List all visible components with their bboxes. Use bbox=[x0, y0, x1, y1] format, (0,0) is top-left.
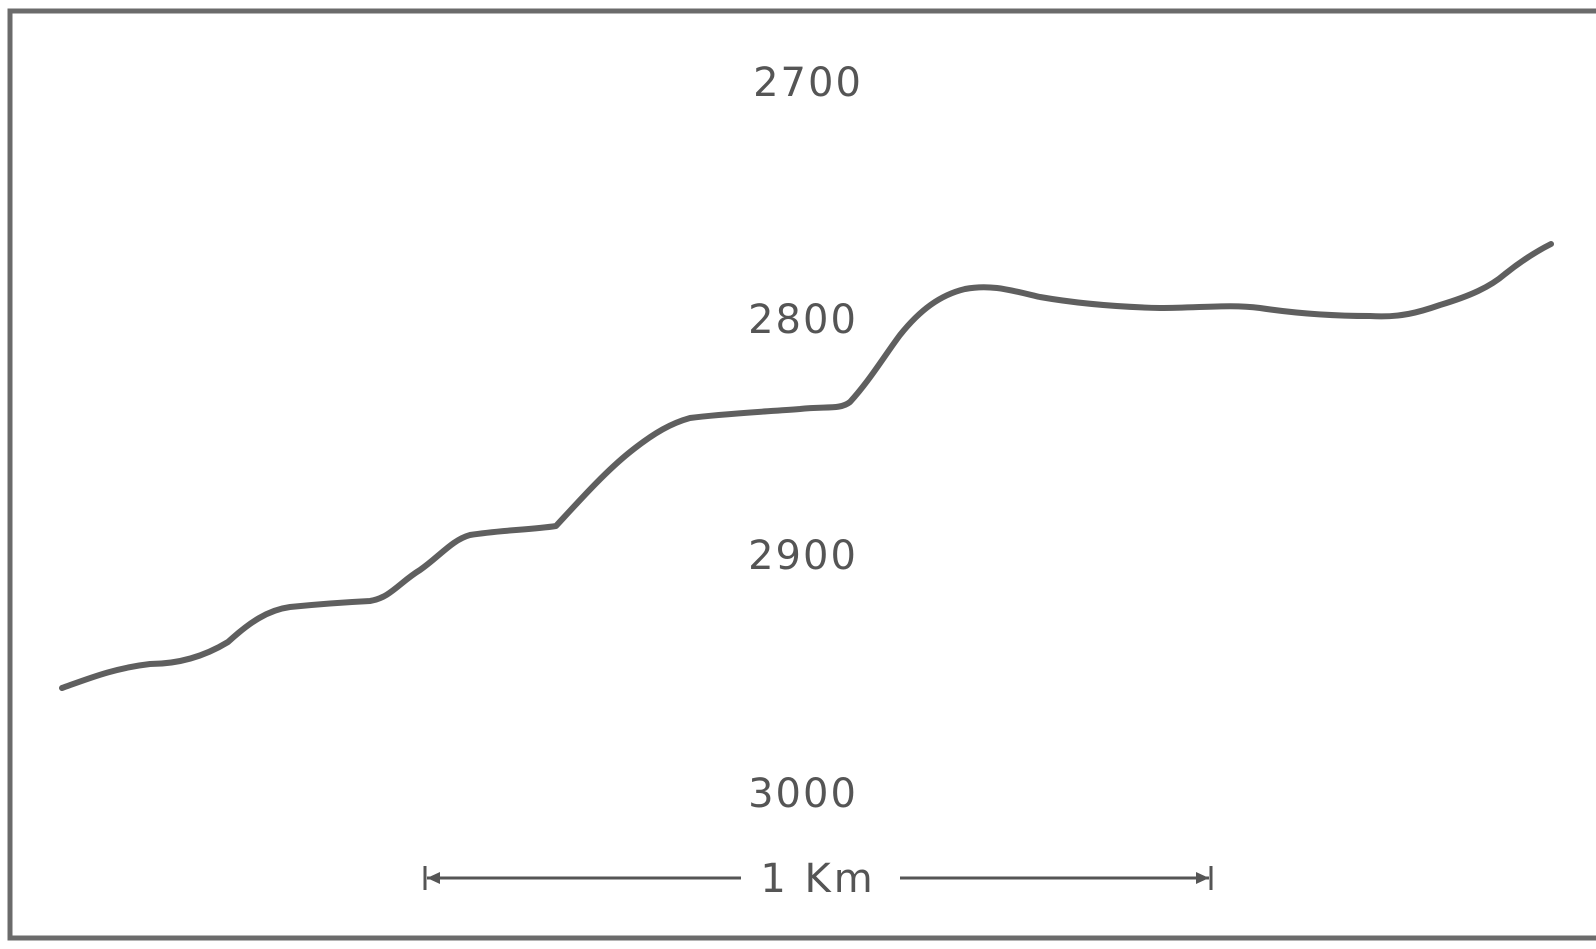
depth-label-2700: 2700 bbox=[753, 60, 863, 106]
scale-bar: 1 Km bbox=[423, 856, 1213, 902]
depth-label-2900: 2900 bbox=[748, 533, 858, 579]
depth-label-2800: 2800 bbox=[748, 297, 858, 343]
depth-profile-line bbox=[59, 241, 1554, 691]
figure-frame bbox=[7, 8, 1596, 941]
scale-bar-right-arrow bbox=[1196, 872, 1209, 884]
depth-label-3000: 3000 bbox=[748, 771, 858, 817]
scale-bar-label: 1 Km bbox=[760, 856, 875, 902]
